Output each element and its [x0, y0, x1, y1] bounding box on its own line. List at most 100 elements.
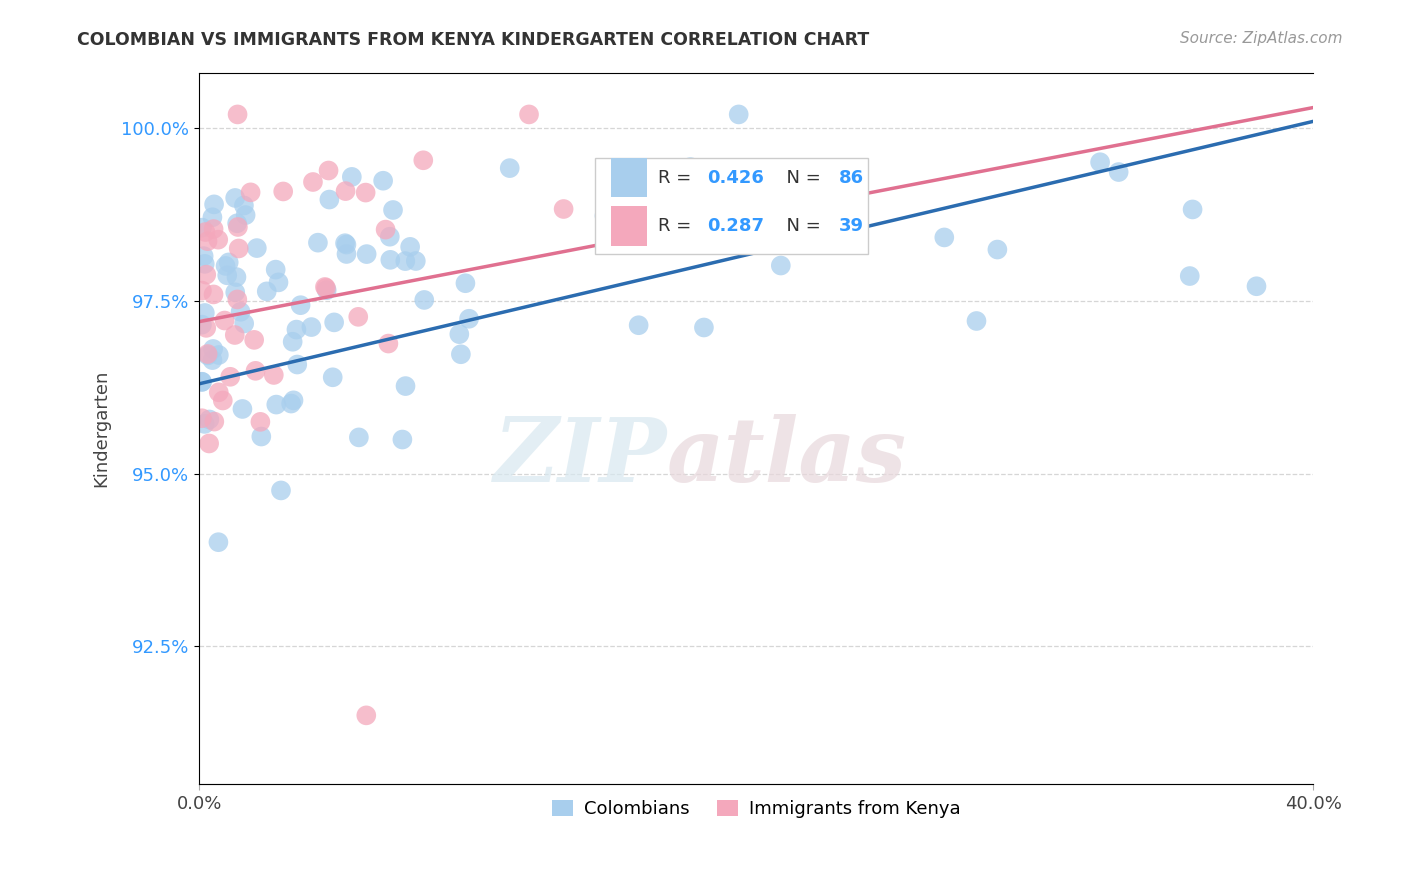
Point — [263, 368, 285, 382]
Point — [214, 313, 236, 327]
Point — [245, 364, 267, 378]
Point — [966, 314, 988, 328]
Point — [285, 358, 308, 372]
FancyBboxPatch shape — [612, 206, 647, 245]
Point — [270, 483, 292, 498]
Point — [322, 370, 344, 384]
Point — [713, 227, 735, 242]
Point — [335, 247, 357, 261]
Point — [333, 236, 356, 251]
Point — [595, 184, 617, 198]
Text: 0.426: 0.426 — [707, 169, 763, 187]
Point — [394, 379, 416, 393]
Point — [735, 164, 758, 178]
Point — [335, 184, 357, 198]
Point — [267, 276, 290, 290]
Text: 39: 39 — [839, 217, 863, 235]
Point — [315, 283, 337, 297]
Point — [231, 401, 253, 416]
Point — [290, 298, 312, 312]
Point — [318, 193, 340, 207]
Point — [207, 535, 229, 549]
Point — [194, 257, 217, 271]
Point — [374, 222, 396, 236]
Point — [354, 186, 377, 200]
Point — [235, 208, 257, 222]
Point — [191, 411, 214, 425]
Point — [208, 348, 231, 362]
Point — [264, 262, 287, 277]
Point — [627, 318, 650, 333]
Point — [201, 211, 224, 225]
Point — [243, 333, 266, 347]
Point — [194, 417, 217, 431]
Point — [378, 229, 401, 244]
Point — [202, 287, 225, 301]
Point — [1178, 268, 1201, 283]
Point — [224, 328, 246, 343]
Text: R =: R = — [658, 217, 697, 235]
Point — [219, 369, 242, 384]
Point — [986, 243, 1008, 257]
Point — [323, 315, 346, 329]
Point — [191, 375, 214, 389]
Point — [226, 219, 249, 234]
Point — [197, 348, 219, 362]
Point — [285, 322, 308, 336]
Point — [191, 220, 214, 235]
Point — [405, 254, 427, 268]
Point — [412, 153, 434, 168]
Point — [391, 433, 413, 447]
Point — [693, 320, 716, 334]
Text: R =: R = — [658, 169, 697, 187]
Point — [934, 230, 956, 244]
Point — [335, 237, 357, 252]
Point — [1181, 202, 1204, 217]
Text: COLOMBIAN VS IMMIGRANTS FROM KENYA KINDERGARTEN CORRELATION CHART: COLOMBIAN VS IMMIGRANTS FROM KENYA KINDE… — [77, 31, 869, 49]
Point — [208, 385, 231, 400]
Point — [194, 306, 217, 320]
Point — [202, 415, 225, 429]
Point — [233, 317, 256, 331]
Point — [302, 175, 325, 189]
Point — [499, 161, 522, 175]
Point — [191, 375, 214, 389]
Text: atlas: atlas — [666, 414, 907, 500]
Point — [281, 334, 304, 349]
Point — [769, 259, 792, 273]
Point — [454, 277, 477, 291]
Point — [197, 347, 219, 361]
Point — [202, 197, 225, 211]
Text: ZIP: ZIP — [494, 414, 666, 500]
Point — [593, 209, 616, 223]
Point — [198, 412, 221, 426]
Point — [553, 202, 575, 216]
FancyBboxPatch shape — [612, 159, 647, 197]
Point — [207, 233, 229, 247]
Point — [380, 252, 402, 267]
Point — [382, 202, 405, 217]
FancyBboxPatch shape — [595, 159, 868, 254]
Point — [1108, 165, 1130, 179]
Point — [449, 327, 471, 342]
Point — [228, 242, 250, 256]
Point — [195, 268, 218, 282]
Text: 86: 86 — [839, 169, 863, 187]
Point — [1246, 279, 1268, 293]
Point — [202, 342, 225, 356]
Text: Source: ZipAtlas.com: Source: ZipAtlas.com — [1180, 31, 1343, 46]
Point — [280, 396, 302, 410]
Point — [191, 318, 214, 332]
Point — [217, 268, 239, 283]
Point — [226, 107, 249, 121]
Point — [194, 225, 217, 239]
Point — [250, 429, 273, 443]
Point — [198, 436, 221, 450]
Point — [224, 285, 246, 300]
Point — [226, 216, 249, 230]
Point — [201, 353, 224, 368]
Point — [226, 293, 249, 307]
Point — [239, 186, 262, 200]
Point — [458, 311, 481, 326]
Point — [202, 222, 225, 236]
